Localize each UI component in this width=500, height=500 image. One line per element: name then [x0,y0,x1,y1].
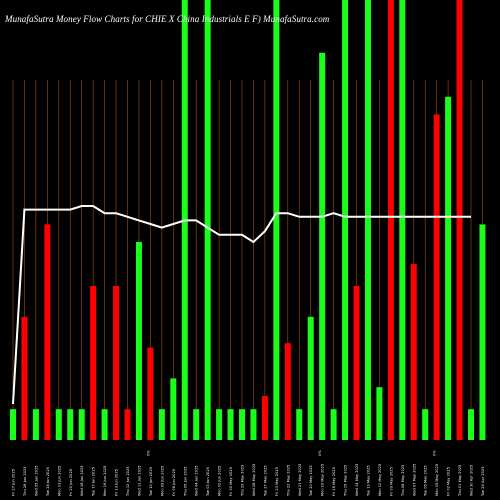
bar [21,316,28,440]
bar [399,0,406,440]
x-tick-label: Fri 20 Jun 2025 [69,469,73,496]
x-extra-label: 0% [146,450,150,456]
bar [273,0,280,440]
x-tick-label: Tue 24 Jun 2025 [46,467,50,497]
bar [90,286,97,440]
bar [330,409,337,440]
bar [456,0,463,440]
x-tick-label: Tue 06 May 2025 [424,465,428,497]
bar [433,114,440,441]
bar [216,409,223,440]
x-tick-label: Wed 21 May 2025 [298,464,302,496]
bar [250,409,257,440]
x-tick-label: Tue 29 Apr 2025 [481,466,485,497]
x-tick-label: Wed 07 May 2025 [412,464,416,496]
bar [10,409,16,440]
x-tick-label: Thu 26 Jun 2025 [23,466,27,497]
x-tick-label: Tue 13 May 2025 [366,465,370,497]
bar [113,286,120,440]
bar [204,0,211,440]
bar [319,52,326,441]
x-tick-label: Wed 18 Jun 2025 [80,465,84,496]
bar [44,224,51,440]
money-flow-line [12,205,471,405]
bar [193,409,200,440]
x-tick-label: Mon 19 May 2025 [321,464,325,496]
bar [124,409,131,440]
x-tick-label: Tue 03 Jun 2025 [206,467,210,497]
x-tick-label: Wed 04 Jun 2025 [195,465,199,496]
bar [422,409,429,440]
x-tick-label: Tue 20 May 2025 [309,465,313,497]
bar [67,409,74,440]
x-tick-label: Tue 27 May 2025 [263,465,267,497]
bar [32,409,39,440]
x-tick-label: Fri 02 May 2025 [447,467,451,496]
x-tick-label: Thu 12 Jun 2025 [126,466,130,497]
bar [135,242,142,440]
x-tick-label: Thu 08 May 2025 [401,465,405,497]
x-tick-label: Mon 16 Jun 2025 [103,466,107,496]
x-tick-label: Thu 22 May 2025 [286,465,290,497]
bar [410,264,417,440]
bar [342,0,349,440]
bar [227,409,234,440]
x-tick-label: Fri 16 May 2025 [332,467,336,496]
x-tick-label: Mon 05 May 2025 [435,464,439,496]
bar [376,387,383,440]
x-tick-label: Mon 09 Jun 2025 [160,466,164,496]
x-tick-label: Thu 29 May 2025 [241,465,245,497]
bar [55,409,62,440]
bar [479,224,486,440]
x-tick-label: Fri 09 May 2025 [389,467,393,496]
x-tick-label: Fri 13 Jun 2025 [115,469,119,496]
x-tick-label: Mon 23 Jun 2025 [57,466,61,496]
bar [158,409,165,440]
x-tick-label: Tue 17 Jun 2025 [92,467,96,497]
bar [170,378,177,440]
x-tick-label: Mon 12 May 2025 [378,464,382,496]
x-tick-label: Wed 25 Jun 2025 [34,465,38,496]
chart-title: MunafaSutra Money Flow Charts for CHIE X… [5,14,330,24]
bar [296,409,303,440]
x-tick-label: Fri 06 Jun 2025 [172,469,176,496]
x-extra-label: 0% [433,450,437,456]
x-tick-label: Fri 30 May 2025 [229,467,233,496]
bar [239,409,245,440]
x-tick-label: Tue 10 Jun 2025 [149,467,153,497]
x-tick-label: Wed 30 Apr 2025 [470,465,474,496]
bar [78,409,85,440]
x-extra-label: 0% [318,450,322,456]
x-tick-label: Wed 28 May 2025 [252,464,256,496]
bar [353,286,360,440]
bar [284,343,291,440]
x-tick-label: Fri 23 May 2025 [275,467,279,496]
bar [101,409,108,440]
x-tick-label: Thu 01 May 2025 [458,465,462,497]
bar [445,96,452,441]
bar [364,0,371,440]
bar [307,316,314,440]
x-tick-label: Mon 02 Jun 2025 [218,466,222,496]
bar [261,396,268,440]
bar [387,0,394,440]
x-tick-label: Wed 11 Jun 2025 [137,465,141,496]
x-tick-label: Thu 15 May 2025 [344,465,348,497]
x-tick-label: Wed 14 May 2025 [355,464,359,496]
x-tick-label: Fri 27 Jun 2025 [12,469,16,496]
bar [147,347,154,440]
bar [468,409,474,440]
x-tick-label: Thu 05 Jun 2025 [183,466,187,497]
